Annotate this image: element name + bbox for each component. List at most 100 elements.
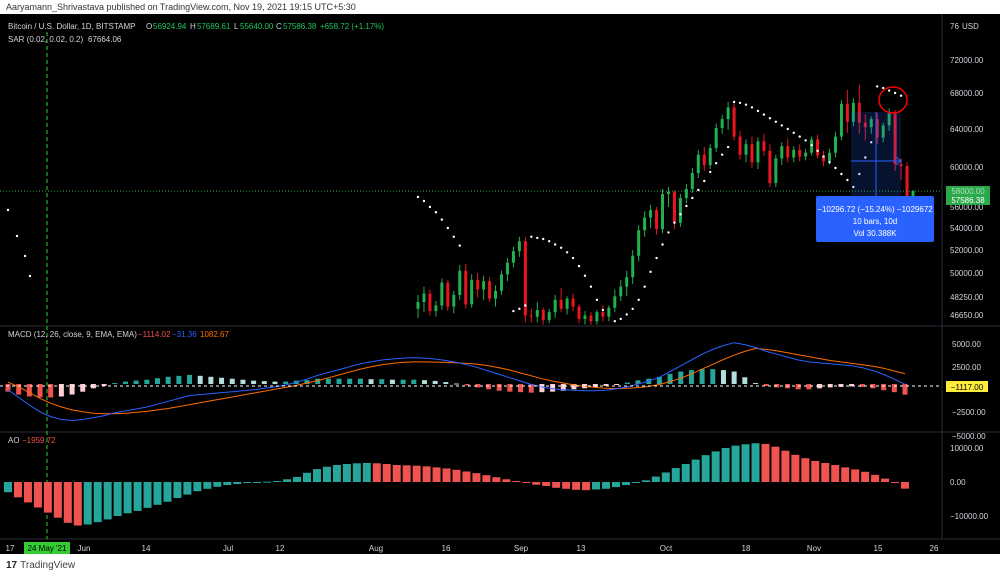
candle-body xyxy=(792,149,796,158)
ao-bar xyxy=(871,474,880,482)
current-price-tag-bg xyxy=(946,194,990,205)
ao-bar xyxy=(502,479,511,482)
ao-bar xyxy=(681,463,690,482)
macd-histogram-bar xyxy=(432,380,438,384)
macd-histogram-bar xyxy=(838,384,844,387)
ao-bar xyxy=(731,445,740,482)
macd-histogram-bar xyxy=(101,384,107,386)
high-label: H xyxy=(190,22,196,31)
sar-dot xyxy=(571,256,575,260)
sar-dot xyxy=(792,131,795,134)
ao-bar xyxy=(163,482,172,502)
candle-body xyxy=(780,146,784,159)
macd-histogram-bar xyxy=(368,379,374,384)
macd-histogram-bar xyxy=(165,376,171,384)
macd-histogram-bar xyxy=(667,373,673,384)
candle-body xyxy=(589,315,593,322)
sar-dot xyxy=(685,204,688,208)
macd-label: MACD (12, 26, close, 9, EMA, EMA) xyxy=(8,330,137,339)
candle-body xyxy=(499,274,503,291)
sar-dot xyxy=(458,244,461,247)
candle-body xyxy=(828,152,832,162)
candle-body xyxy=(839,103,843,137)
sar-dot xyxy=(416,195,420,199)
measure-volume: Vol 30.388K xyxy=(853,229,897,238)
macd-panel[interactable] xyxy=(0,342,942,422)
ao-bar xyxy=(332,465,341,482)
ao-panel[interactable] xyxy=(4,443,909,526)
candle-body xyxy=(446,282,450,307)
candle-body xyxy=(899,164,903,167)
ao-bar xyxy=(243,482,252,484)
price-tick-label: 54000.00 xyxy=(950,224,984,233)
ao-bar xyxy=(83,482,92,525)
time-tick-label: Nov xyxy=(807,544,821,553)
macd-histogram-bar xyxy=(379,379,385,384)
candle-body xyxy=(458,270,462,295)
sar-dot xyxy=(709,170,712,174)
price-axis-top-label: 76 xyxy=(950,22,959,31)
macd-histogram-bar xyxy=(90,384,96,389)
ao-bar xyxy=(33,482,42,508)
macd-histogram-bar xyxy=(16,384,22,395)
ao-tick-label: 10000.00 xyxy=(950,444,984,453)
ao-bar xyxy=(303,472,311,482)
candle-body xyxy=(672,192,676,223)
sar-dot xyxy=(804,139,807,142)
sar-dot xyxy=(738,101,742,105)
ao-bar xyxy=(173,482,182,498)
chart-area[interactable]: 72000.00 68000.00 64000.00 60000.00 56000.00… xyxy=(0,14,1000,554)
macd-histogram-bar xyxy=(902,384,908,395)
macd-histogram-bar xyxy=(763,384,769,386)
measure-tooltip[interactable]: −10296.72 (−15.24%) −1029672 10 bars, 10… xyxy=(816,196,934,242)
time-tick-label: Aug xyxy=(369,544,383,553)
ao-bar xyxy=(462,471,471,482)
price-tick-label: 48250.00 xyxy=(950,293,984,302)
sar-dot xyxy=(637,298,640,302)
macd-histogram-bar xyxy=(37,384,43,398)
price-tick-label: 64000.00 xyxy=(950,125,984,134)
sar-dot xyxy=(583,274,587,277)
candle-body xyxy=(571,298,575,307)
chart-svg[interactable]: 72000.00 68000.00 64000.00 60000.00 56000.00… xyxy=(0,14,1000,554)
candle-body xyxy=(637,230,641,256)
time-tick-label: Oct xyxy=(660,544,673,553)
macd-histogram-bar xyxy=(624,382,630,384)
sar-dot xyxy=(601,308,605,312)
sar-dot xyxy=(655,256,658,260)
price-panel[interactable] xyxy=(0,84,942,325)
time-tick-label: 15 xyxy=(874,544,883,553)
candle-body xyxy=(565,298,569,309)
macd-histogram-bar xyxy=(144,379,150,384)
ao-bar xyxy=(861,471,870,482)
sar-dot xyxy=(631,307,634,311)
candle-body xyxy=(756,141,760,163)
sar-dot xyxy=(542,237,545,241)
ao-bar xyxy=(263,481,272,483)
sar-dot xyxy=(518,307,521,311)
change-value: +658.72 (+1.17%) xyxy=(320,22,384,31)
candle-body xyxy=(887,113,891,126)
candle-body xyxy=(541,309,545,321)
candle-body xyxy=(601,312,605,317)
candle-body xyxy=(804,152,808,157)
price-tick-label: 46650.00 xyxy=(950,311,984,320)
sar-dot xyxy=(786,127,789,131)
ao-bar xyxy=(721,448,730,482)
sar-dot xyxy=(649,270,652,274)
candle-body xyxy=(726,107,730,120)
macd-histogram-bar xyxy=(518,384,524,393)
close-label: C xyxy=(276,22,282,31)
candle-body xyxy=(523,241,527,316)
time-tick-label: Jun xyxy=(78,544,91,553)
sar-dot xyxy=(595,298,599,302)
sar-dot xyxy=(870,141,873,144)
ao-bar xyxy=(293,476,302,482)
ao-bar xyxy=(552,482,561,488)
candle-body xyxy=(720,119,724,129)
ao-bar xyxy=(123,482,132,514)
ao-bar xyxy=(143,482,152,508)
sar-dot xyxy=(762,113,766,116)
ao-bar xyxy=(322,466,331,482)
candle-body xyxy=(798,149,802,157)
